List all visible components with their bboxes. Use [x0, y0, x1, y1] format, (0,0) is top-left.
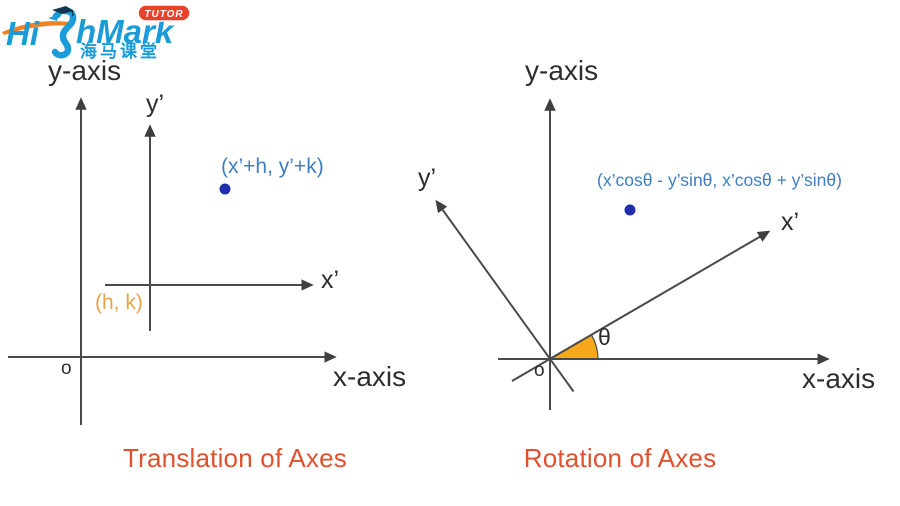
rotation-x-prime-label: x’: [781, 208, 800, 236]
translation-point-label: (x’+h, y’+k): [221, 155, 324, 178]
highmark-logo: Hi hMark TUTOR 海马课堂: [2, 4, 191, 60]
rotation-linework: [435, 98, 830, 410]
rotation-title: Rotation of Axes: [523, 443, 717, 473]
translation-y-axis-label: y-axis: [48, 55, 122, 86]
rotation-x-axis-label: x-axis: [802, 363, 876, 394]
rotation-x-prime-line: [511, 230, 771, 382]
rotation-point-label: (x’cosθ - y’sinθ, x’cosθ + y’sinθ): [597, 170, 842, 190]
translation-origin-label: o: [61, 358, 72, 379]
seahorse-icon: [48, 6, 77, 59]
translation-new-origin-label: (h, k): [95, 291, 143, 314]
rotation-theta-label: θ: [598, 324, 611, 350]
translation-y-prime-label: y’: [146, 90, 165, 118]
translation-linework: [8, 97, 337, 425]
rotation-y-prime-line: [435, 199, 575, 393]
translation-title: Translation of Axes: [123, 443, 347, 473]
tutor-badge-text: TUTOR: [144, 9, 183, 20]
translation-x-prime-label: x’: [321, 266, 340, 294]
translation-x-axis-label: x-axis: [333, 361, 407, 392]
logo-subtitle: 海马课堂: [80, 41, 160, 60]
rotation-origin-label: o: [534, 360, 545, 381]
translation-point-dot: [219, 183, 231, 195]
logo-swoosh: [2, 21, 70, 35]
rotation-y-prime-label: y’: [418, 164, 437, 192]
rotation-point-dot: [624, 204, 636, 216]
logo-brand-prefix: Hi: [6, 15, 40, 52]
rotation-y-axis-label: y-axis: [525, 55, 599, 86]
tutor-badge: TUTOR: [137, 4, 191, 22]
